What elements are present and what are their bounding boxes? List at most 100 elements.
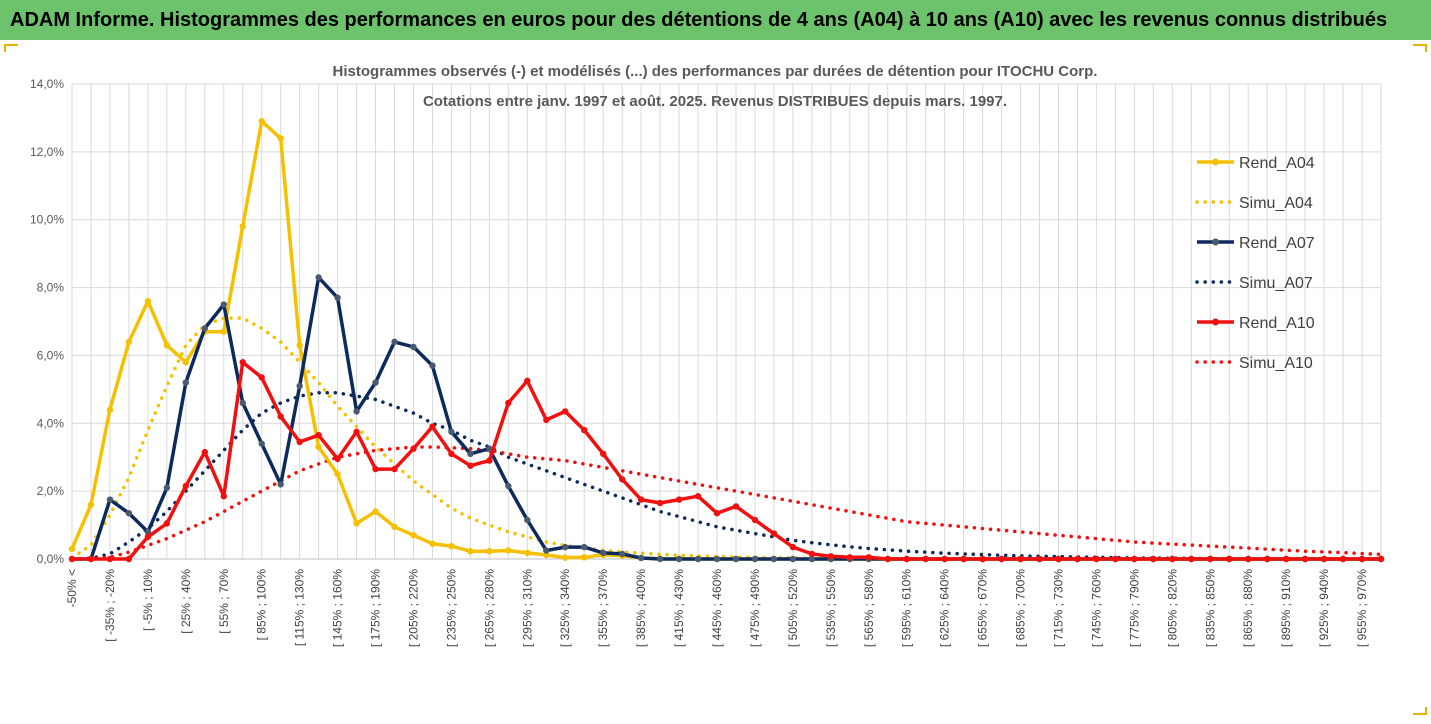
data-point [467, 547, 474, 555]
legend-marker [1212, 158, 1219, 166]
y-tick-label: 6,0% [37, 348, 65, 362]
data-point [410, 343, 417, 351]
x-tick-label: [ 565% ; 580% [862, 569, 876, 647]
chart-frame: 0,0% 2,0% 4,0% 6,0% 8,0% 10,0% 12,0% 14,0% -50% … [0, 40, 1431, 719]
data-point [581, 426, 588, 434]
data-point [543, 416, 550, 424]
data-point [732, 503, 740, 510]
data-point [751, 555, 759, 563]
x-tick-label: [ 55% ; 70% [217, 569, 231, 634]
data-point [353, 428, 360, 435]
legend-marker [1212, 318, 1219, 326]
x-tick-label: [ 715% ; 730% [1051, 569, 1065, 647]
data-point [125, 509, 133, 517]
x-tick-label: [ 145% ; 160% [331, 569, 345, 647]
data-point [486, 547, 493, 555]
data-point [239, 359, 246, 366]
data-point [1282, 555, 1290, 563]
x-tick-label: [ 505% ; 520% [786, 569, 800, 647]
x-tick-label: [ 205% ; 220% [406, 569, 420, 647]
data-point [884, 555, 891, 563]
data-point [524, 516, 531, 524]
data-point [960, 555, 967, 563]
data-point [713, 555, 721, 563]
x-tick-label: [ 475% ; 490% [748, 569, 762, 647]
data-point [372, 379, 379, 386]
data-point [87, 555, 95, 563]
series-line [70, 445, 1383, 561]
x-tick-label: [ 595% ; 610% [900, 569, 914, 647]
x-tick-label: [ 265% ; 280% [482, 569, 496, 647]
data-point [239, 399, 246, 407]
data-point [182, 379, 190, 386]
x-tick-label: [ 775% ; 790% [1127, 569, 1141, 647]
data-point [296, 342, 303, 349]
data-point [1017, 555, 1024, 563]
legend-item-simu-a10: Simu_A10 [1195, 355, 1313, 372]
data-point [808, 550, 816, 558]
x-tick-label: [ 655% ; 670% [976, 569, 990, 647]
data-point [1055, 555, 1062, 563]
data-point [467, 450, 474, 458]
x-tick-label: [ 25% ; 40% [179, 569, 193, 634]
data-point [353, 520, 360, 527]
data-point [429, 362, 436, 369]
data-point [505, 482, 512, 490]
data-point [637, 496, 645, 503]
data-point [1188, 555, 1195, 563]
data-point [543, 547, 550, 554]
data-point [675, 496, 683, 503]
y-tick-label: 0,0% [37, 552, 65, 566]
data-point [106, 555, 114, 563]
series-simu-a10 [70, 445, 1383, 561]
x-tick-label: [ 355% ; 370% [596, 569, 610, 647]
x-tick-label: [ 235% ; 250% [444, 569, 458, 647]
data-point [789, 543, 797, 551]
x-tick-label: [ 115% ; 130% [293, 569, 307, 646]
data-point [448, 428, 455, 435]
data-point [144, 533, 152, 541]
data-point [998, 555, 1005, 563]
legend-label: Simu_A10 [1239, 355, 1313, 372]
chart-title-line-2: Cotations entre janv. 1997 et août. 2025… [423, 93, 1007, 110]
data-point [770, 555, 778, 563]
performance-histogram-chart: 0,0% 2,0% 4,0% 6,0% 8,0% 10,0% 12,0% 14,0% -50% … [0, 40, 1431, 719]
x-tick-label: [ 85% ; 100% [255, 569, 269, 641]
y-tick-label: 10,0% [30, 213, 64, 227]
data-point [334, 470, 341, 478]
data-point [277, 481, 284, 488]
legend-label: Simu_A04 [1239, 195, 1313, 212]
data-point [448, 450, 455, 458]
data-point [315, 274, 322, 281]
legend-label: Rend_A04 [1239, 155, 1315, 172]
data-point [391, 523, 398, 530]
x-tick-label: [ 685% ; 700% [1014, 569, 1028, 647]
data-point [656, 499, 664, 507]
data-point [922, 555, 929, 563]
data-point [448, 542, 455, 550]
data-point [106, 496, 114, 503]
data-point [144, 297, 152, 305]
legend-marker [1212, 238, 1219, 246]
x-tick-label: [ 325% ; 340% [558, 569, 572, 647]
x-tick-label: [ -5% ; 10% [141, 569, 155, 631]
data-point [163, 342, 171, 349]
data-point [220, 493, 227, 500]
data-point [467, 462, 474, 469]
x-tick-label: -50% < [65, 569, 79, 607]
x-tick-label: [ 865% ; 880% [1241, 569, 1255, 647]
data-point [315, 443, 322, 451]
legend-item-simu-a07: Simu_A07 [1195, 275, 1313, 292]
legend-item-rend-a10: Rend_A10 [1197, 315, 1315, 332]
data-point [846, 554, 854, 561]
data-point [258, 440, 265, 447]
data-point [486, 457, 493, 464]
data-point [770, 530, 778, 537]
x-tick-label: [ 895% ; 910% [1279, 569, 1293, 647]
data-point [979, 555, 986, 563]
data-point [789, 555, 797, 563]
y-tick-label: 2,0% [37, 484, 65, 498]
axes: 0,0% 2,0% 4,0% 6,0% 8,0% 10,0% 12,0% 14,0% -50% … [30, 77, 1381, 647]
data-point [524, 549, 531, 557]
data-point [410, 532, 417, 539]
